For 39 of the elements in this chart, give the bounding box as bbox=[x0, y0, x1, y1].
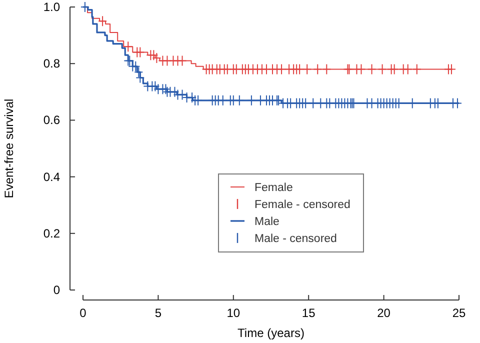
x-tick-label: 0 bbox=[80, 306, 87, 320]
y-tick-label: 0.6 bbox=[43, 113, 60, 128]
x-tick-label: 5 bbox=[154, 306, 162, 320]
legend-label: Female bbox=[254, 182, 293, 194]
y-axis-title: Event-free survival bbox=[2, 98, 16, 198]
x-tick-label: 20 bbox=[377, 306, 391, 320]
point bbox=[162, 55, 172, 66]
y-tick-label: 0.2 bbox=[43, 226, 60, 240]
x-tick-label: 15 bbox=[302, 306, 316, 320]
point bbox=[262, 64, 271, 75]
point bbox=[302, 64, 312, 75]
legend-label: Male - censored bbox=[254, 232, 337, 245]
x-tick-label: 10 bbox=[226, 306, 240, 320]
point bbox=[277, 64, 286, 75]
point bbox=[98, 16, 108, 27]
x-tick-label: 25 bbox=[452, 306, 466, 320]
point bbox=[222, 64, 232, 75]
point bbox=[378, 64, 387, 75]
point bbox=[412, 64, 422, 75]
point bbox=[232, 64, 241, 75]
legend-label: Male bbox=[254, 216, 280, 228]
point bbox=[313, 64, 322, 75]
point bbox=[322, 64, 332, 75]
point bbox=[124, 41, 133, 52]
point bbox=[356, 64, 366, 75]
point bbox=[295, 64, 304, 75]
legend-label: Female - censored bbox=[254, 198, 350, 211]
point bbox=[390, 64, 399, 75]
point bbox=[446, 64, 456, 75]
point bbox=[178, 55, 187, 66]
y-tick-label: 0.4 bbox=[43, 170, 60, 184]
point bbox=[403, 64, 412, 75]
y-tick-label: 0 bbox=[53, 283, 60, 297]
point bbox=[136, 46, 145, 58]
x-axis-title: Time (years) bbox=[238, 326, 304, 340]
y-tick-label: 1.0 bbox=[43, 0, 60, 14]
y-tick-label: 0.8 bbox=[43, 56, 60, 71]
point bbox=[367, 64, 376, 75]
point bbox=[149, 50, 158, 61]
